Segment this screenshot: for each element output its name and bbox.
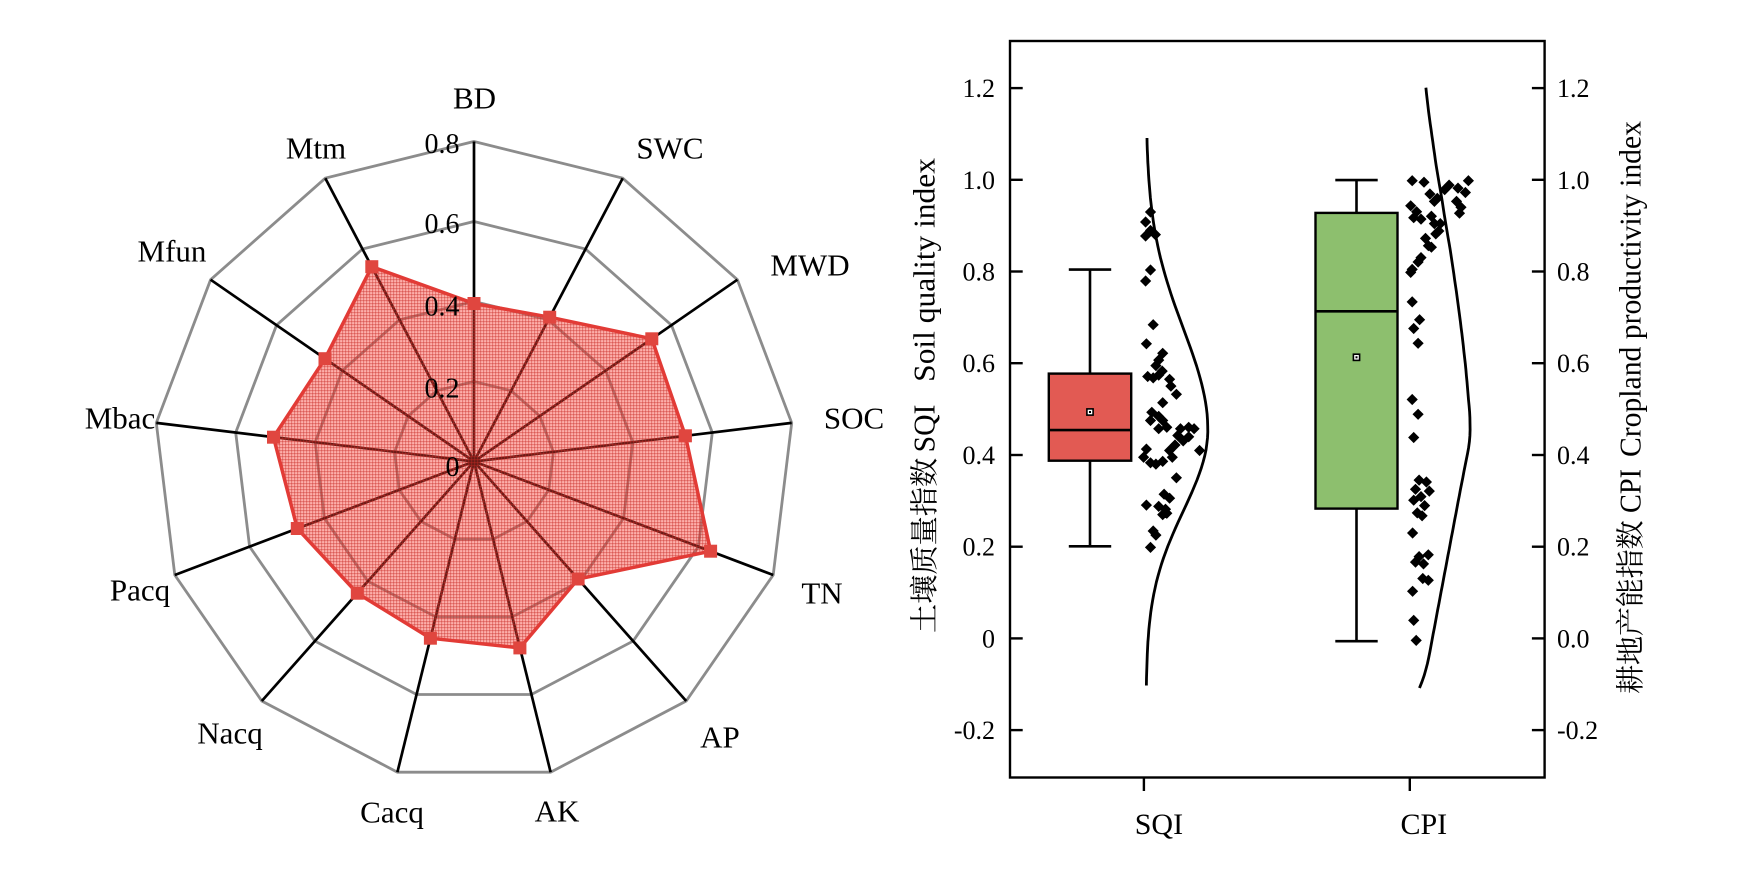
svg-text:1.2: 1.2 bbox=[1557, 74, 1590, 103]
svg-text:0: 0 bbox=[446, 452, 460, 483]
svg-text:SQI: SQI bbox=[907, 405, 942, 453]
svg-text:0.6: 0.6 bbox=[963, 349, 996, 378]
svg-text:Mtm: Mtm bbox=[286, 130, 346, 165]
svg-text:SOC: SOC bbox=[824, 400, 884, 435]
svg-text:SQI: SQI bbox=[1135, 808, 1183, 841]
svg-text:Soil quality index: Soil quality index bbox=[907, 157, 942, 381]
svg-text:BD: BD bbox=[453, 80, 496, 115]
svg-text:0.8: 0.8 bbox=[425, 129, 460, 160]
svg-text:Cacq: Cacq bbox=[360, 794, 424, 829]
svg-text:0: 0 bbox=[982, 624, 995, 653]
svg-text:0.4: 0.4 bbox=[425, 292, 460, 323]
svg-text:0.4: 0.4 bbox=[963, 441, 996, 470]
svg-text:MWD: MWD bbox=[770, 247, 849, 282]
svg-text:AK: AK bbox=[535, 793, 580, 828]
svg-text:AP: AP bbox=[700, 719, 740, 754]
svg-text:0.6: 0.6 bbox=[1557, 349, 1590, 378]
svg-text:1.2: 1.2 bbox=[963, 74, 996, 103]
svg-text:0.8: 0.8 bbox=[1557, 258, 1590, 287]
svg-text:0.2: 0.2 bbox=[963, 533, 996, 562]
svg-text:Nacq: Nacq bbox=[197, 715, 262, 750]
svg-text:Pacq: Pacq bbox=[110, 572, 170, 607]
svg-text:-0.2: -0.2 bbox=[1557, 716, 1598, 745]
svg-text:0.2: 0.2 bbox=[1557, 533, 1590, 562]
svg-text:SWC: SWC bbox=[636, 130, 703, 165]
svg-text:0.6: 0.6 bbox=[425, 209, 460, 240]
svg-text:Mfun: Mfun bbox=[138, 233, 207, 268]
svg-text:Mbac: Mbac bbox=[85, 400, 156, 435]
svg-text:1.0: 1.0 bbox=[963, 166, 996, 195]
svg-text:0.0: 0.0 bbox=[1557, 624, 1590, 653]
svg-text:-0.2: -0.2 bbox=[954, 716, 995, 745]
svg-text:1.0: 1.0 bbox=[1557, 166, 1590, 195]
svg-text:0.4: 0.4 bbox=[1557, 441, 1590, 470]
svg-text:CPI: CPI bbox=[1613, 469, 1648, 513]
svg-text:0.8: 0.8 bbox=[963, 258, 996, 287]
svg-text:Cropland productivity index: Cropland productivity index bbox=[1613, 121, 1648, 457]
svg-text:CPI: CPI bbox=[1400, 808, 1447, 841]
svg-text:0.2: 0.2 bbox=[425, 374, 460, 405]
svg-text:TN: TN bbox=[801, 575, 842, 610]
